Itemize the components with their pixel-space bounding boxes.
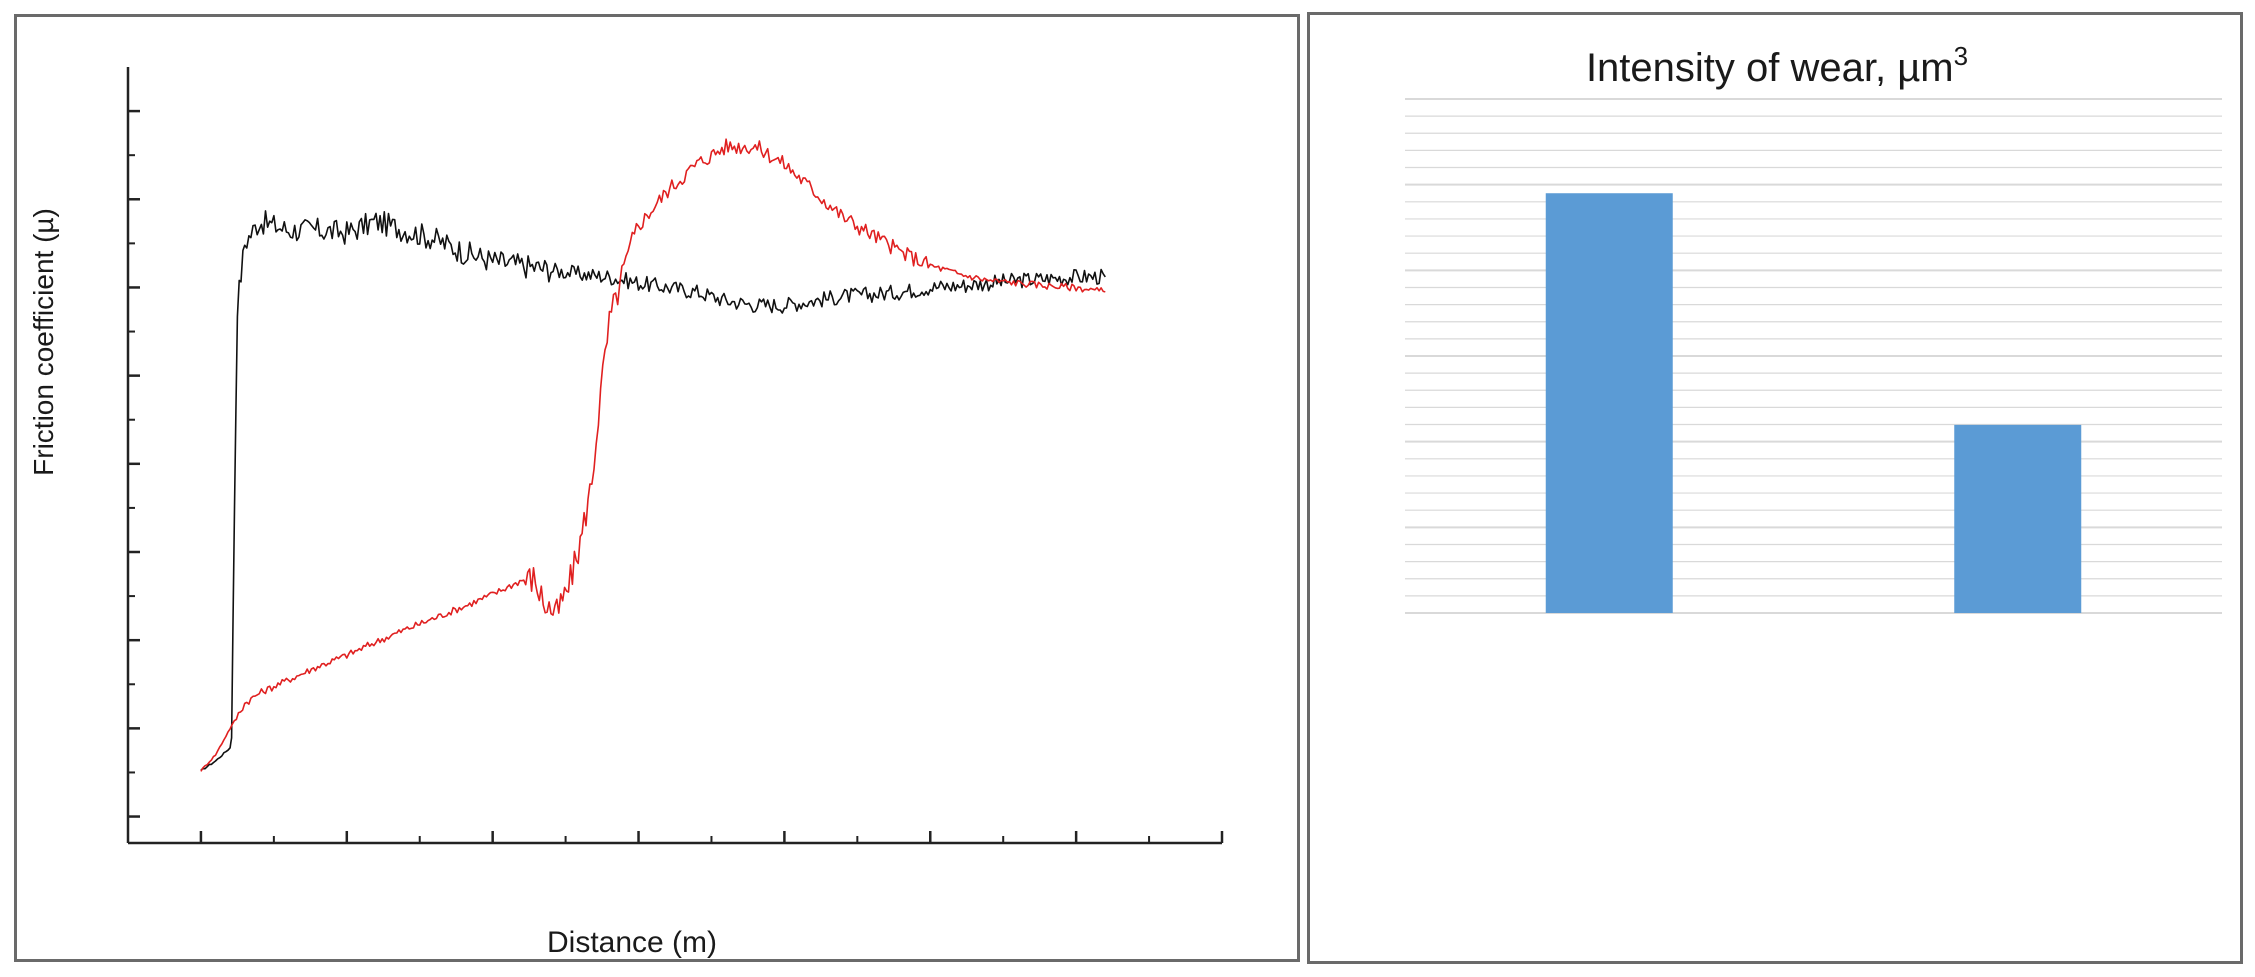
chart-title-text: Intensity of wear, µm bbox=[1586, 46, 1954, 90]
wear-bar-chart: Intensity of wear, µm3 bbox=[1405, 41, 2222, 614]
y-axis-label: Friction coefficient (µ) bbox=[28, 208, 59, 476]
wear-chart-panel: Intensity of wear, µm3 bbox=[1307, 12, 2243, 964]
friction-chart-panel: Friction coefficient (µ) Distance (m) bbox=[14, 14, 1300, 962]
series-line-b bbox=[200, 138, 1106, 772]
bar-after-annealing bbox=[1954, 424, 2082, 613]
chart-title-superscript: 3 bbox=[1954, 41, 1968, 71]
friction-chart: Friction coefficient (µ) Distance (m) bbox=[28, 67, 1224, 959]
x-axis-label: Distance (m) bbox=[547, 926, 717, 959]
bar-before-annealing bbox=[1545, 193, 1673, 613]
chart-title: Intensity of wear, µm3 bbox=[1586, 41, 1968, 90]
series-line-a bbox=[200, 210, 1106, 771]
